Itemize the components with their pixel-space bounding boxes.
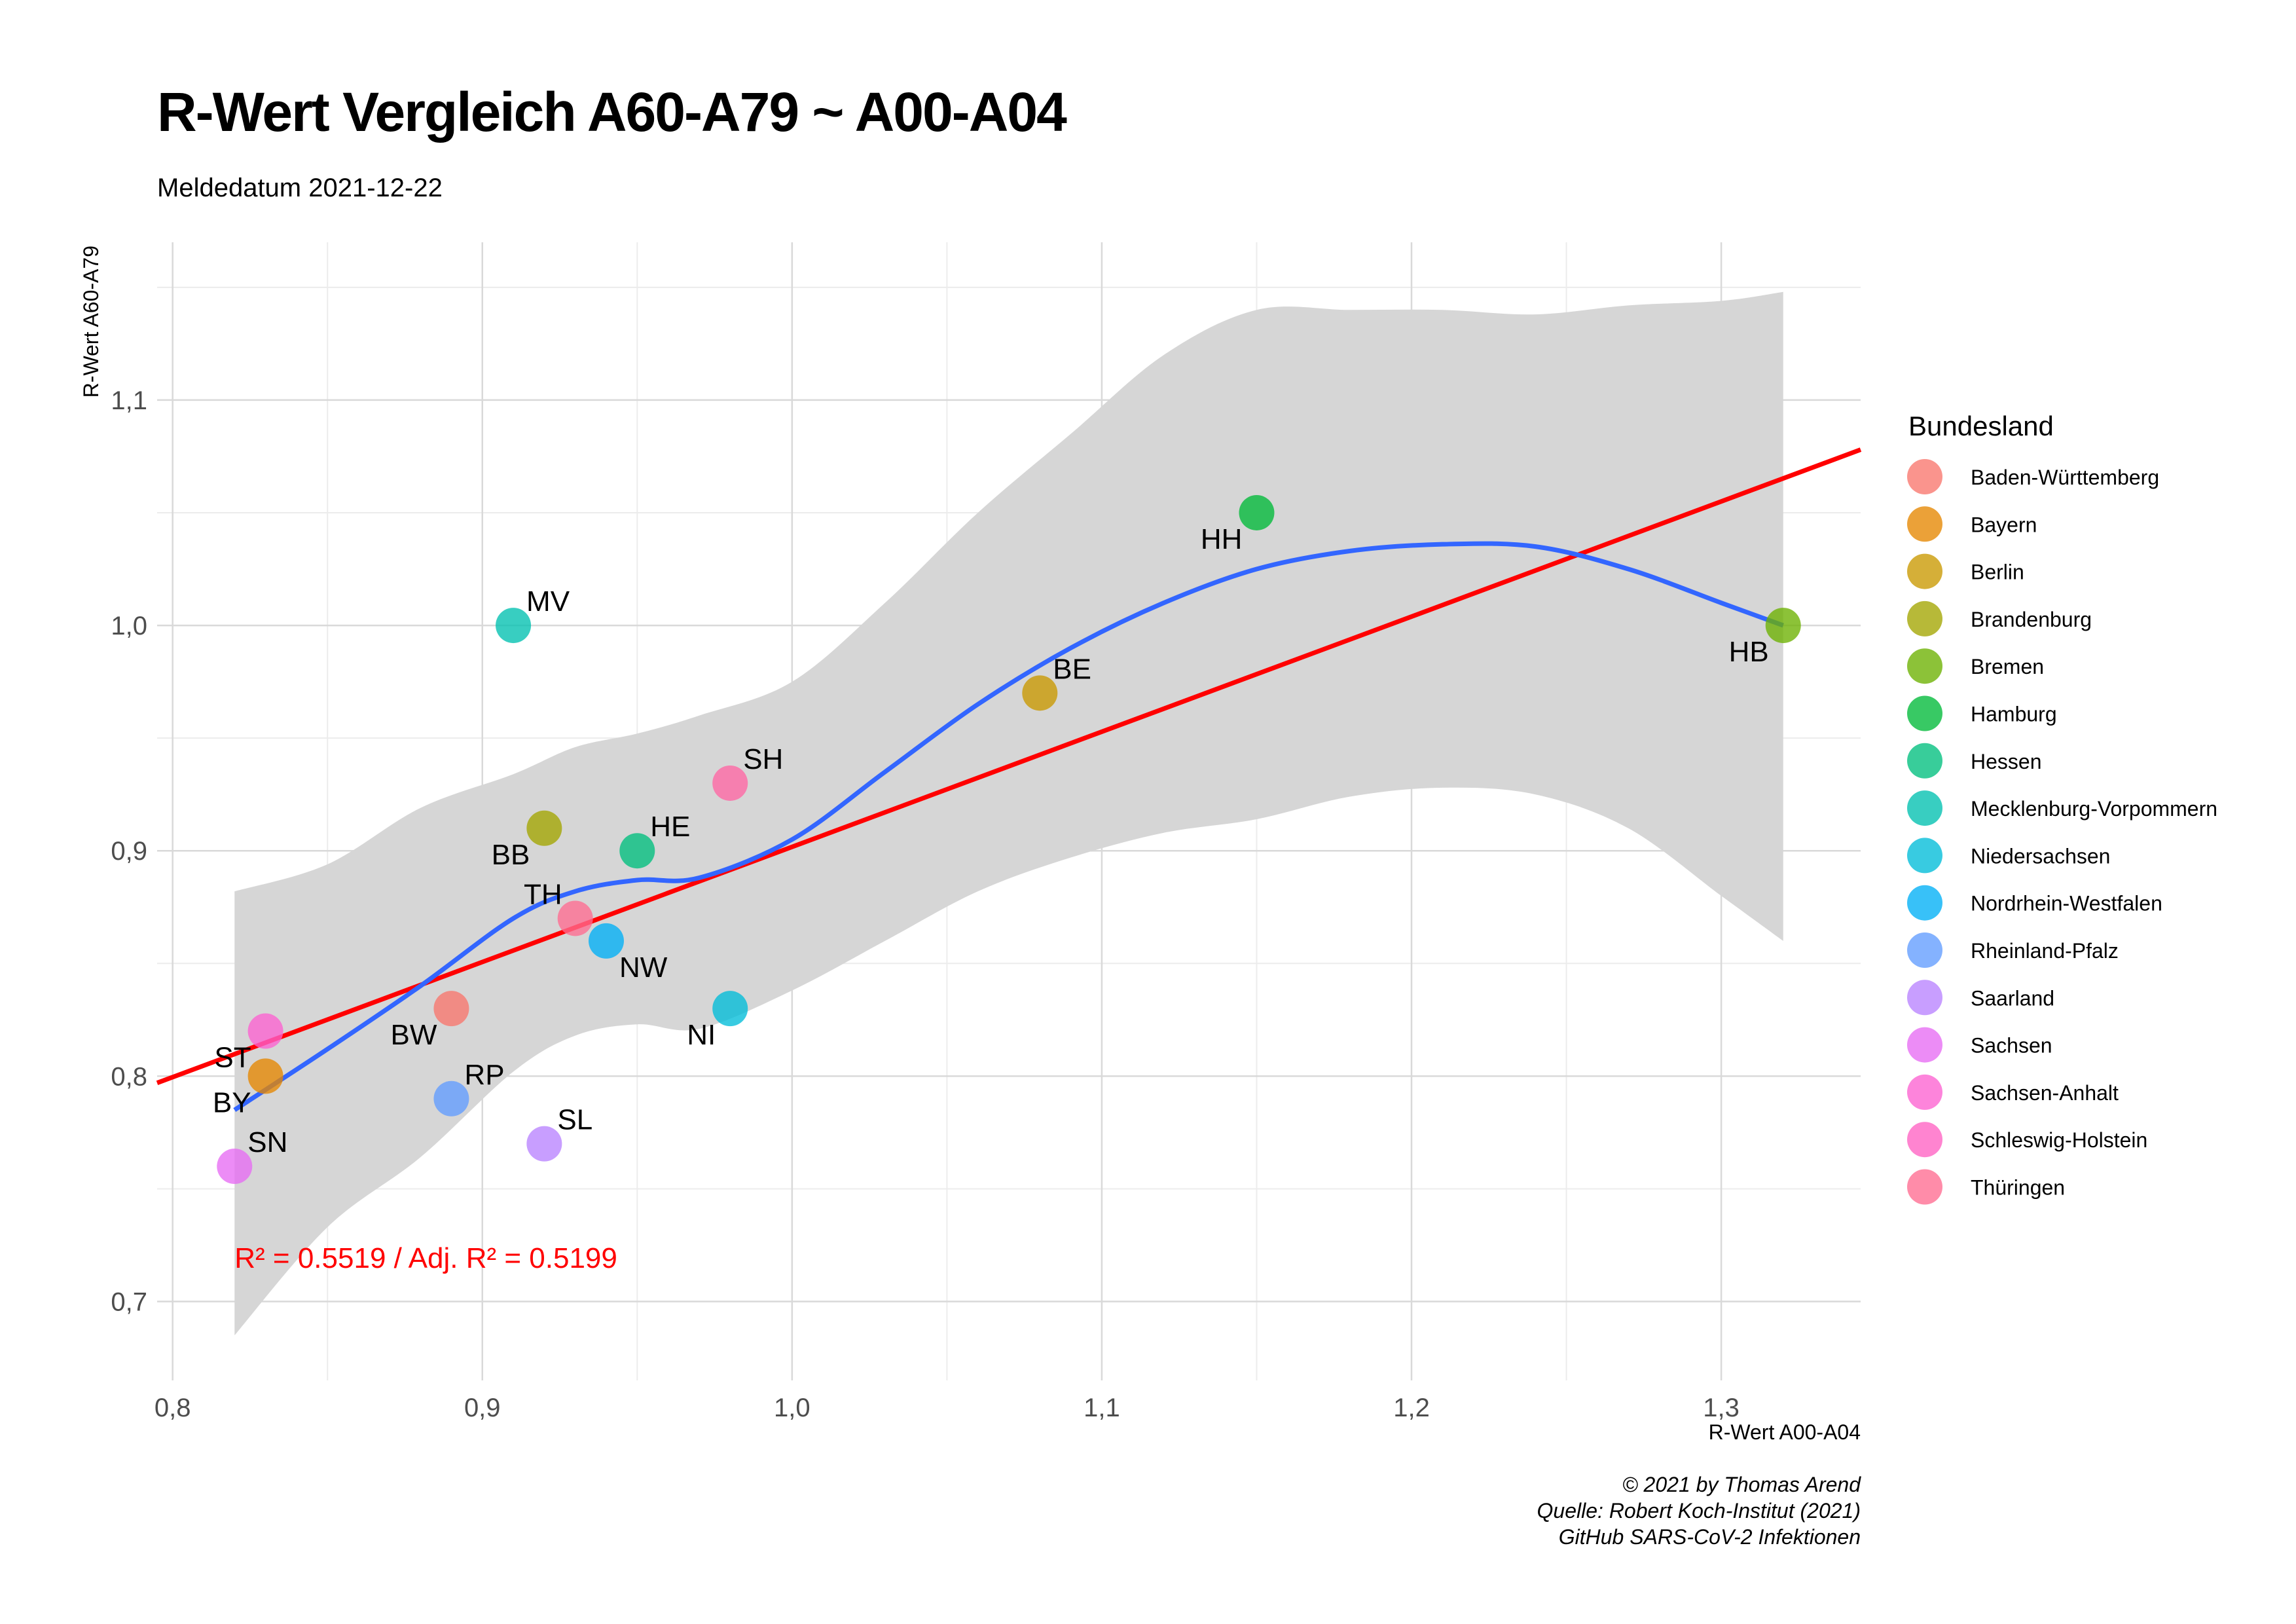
legend-label: Thüringen [1971,1176,2065,1200]
point-label: BE [1053,653,1091,685]
legend-label: Sachsen [1971,1034,2052,1058]
legend: Bundesland Baden-Württemberg Bayern Berlin… [1907,411,2217,1205]
data-point [712,765,748,801]
legend-label: Nordrhein-Westfalen [1971,892,2162,915]
legend-label: Schleswig-Holstein [1971,1128,2147,1152]
legend-swatch [1907,1122,1942,1158]
legend-swatch [1907,459,1942,494]
data-point [1765,608,1801,644]
confidence-band [234,291,1783,1336]
data-point [496,608,532,644]
legend-swatch [1907,695,1942,731]
point-label: SL [557,1104,592,1136]
x-tick-label: 0,9 [464,1393,501,1422]
point-label: HB [1729,636,1769,668]
x-tick-label: 1,3 [1703,1393,1740,1422]
legend-swatch [1907,790,1942,826]
chart-title: R-Wert Vergleich A60-A79 ~ A00-A04 [157,81,1067,143]
data-point [1022,675,1058,711]
legend-swatch [1907,980,1942,1016]
x-axis-title: R-Wert A00-A04 [1709,1420,1861,1444]
legend-label: Hessen [1971,750,2042,773]
legend-label: Berlin [1971,561,2024,584]
x-tick-label: 1,2 [1393,1393,1430,1422]
point-label: SH [743,743,783,775]
y-tick-label: 0,7 [111,1288,147,1317]
legend-swatch [1907,648,1942,684]
legend-swatch [1907,1074,1942,1110]
point-label: NW [619,951,668,984]
x-tick-label: 1,1 [1084,1393,1120,1422]
legend-label: Baden-Württemberg [1971,466,2159,489]
legend-label: Saarland [1971,986,2054,1010]
y-tick-label: 0,9 [111,837,147,866]
point-label: ST [214,1042,251,1074]
data-point [526,1126,562,1162]
legend-swatch [1907,885,1942,921]
legend-title: Bundesland [1908,411,2054,441]
legend-swatch [1907,743,1942,779]
r-squared-annotation: R² = 0.5519 / Adj. R² = 0.5199 [234,1242,617,1274]
y-tick-label: 1,1 [111,386,147,415]
axis-ticks: 0,8 0,9 1,0 1,1 1,2 1,3 0,7 0,8 0,9 1,0 1,1 [111,386,1740,1422]
legend-label: Bremen [1971,655,2044,678]
data-point [247,1013,283,1049]
caption-copyright: © 2021 by Thomas Arend [1622,1473,1861,1496]
point-label: MV [526,585,570,618]
legend-label: Hamburg [1971,703,2057,726]
legend-label: Niedersachsen [1971,844,2110,868]
point-label: BB [492,839,530,871]
legend-label: Mecklenburg-Vorpommern [1971,797,2217,821]
data-point [433,991,469,1027]
point-label: NI [687,1019,716,1051]
point-label: SN [247,1126,287,1158]
point-label: BY [213,1086,251,1118]
legend-label: Rheinland-Pfalz [1971,939,2119,963]
chart-subtitle: Meldedatum 2021-12-22 [157,174,443,202]
legend-swatch [1907,1169,1942,1205]
legend-swatch [1907,553,1942,589]
point-label: HH [1201,523,1243,555]
caption-github: GitHub SARS-CoV-2 Infektionen [1559,1525,1861,1549]
data-point [247,1058,283,1094]
data-point [557,900,593,936]
data-point [526,810,562,846]
fit-lines [156,447,1862,1112]
data-point [433,1080,469,1116]
data-point [217,1149,253,1185]
y-tick-label: 0,8 [111,1062,147,1091]
point-label: TH [524,878,562,910]
caption-source: Quelle: Robert Koch-Institut (2021) [1537,1499,1861,1522]
y-axis-title: R-Wert A60-A79 [79,246,103,397]
legend-swatch [1907,600,1942,637]
point-label: RP [464,1059,504,1091]
legend-swatch [1907,932,1942,968]
data-point [1239,494,1275,530]
loess-confidence-band [234,291,1783,1336]
legend-swatch [1907,506,1942,542]
data-point [619,833,655,869]
point-label: HE [650,811,690,843]
legend-label: Brandenburg [1971,608,2092,631]
y-tick-label: 1,0 [111,612,147,640]
legend-swatch [1907,1027,1942,1063]
loess-smooth-line [233,541,1784,1112]
point-label: BW [391,1019,437,1051]
legend-swatch [1907,838,1942,874]
legend-label: Sachsen-Anhalt [1971,1081,2119,1105]
legend-label: Bayern [1971,513,2037,536]
x-tick-label: 1,0 [774,1393,811,1422]
data-point [712,991,748,1027]
x-tick-label: 0,8 [155,1393,191,1422]
data-point [588,923,624,959]
data-points: BW BY BE BB HB HH HE MV NI NW RP SL SN ST SH TH [213,494,1801,1185]
